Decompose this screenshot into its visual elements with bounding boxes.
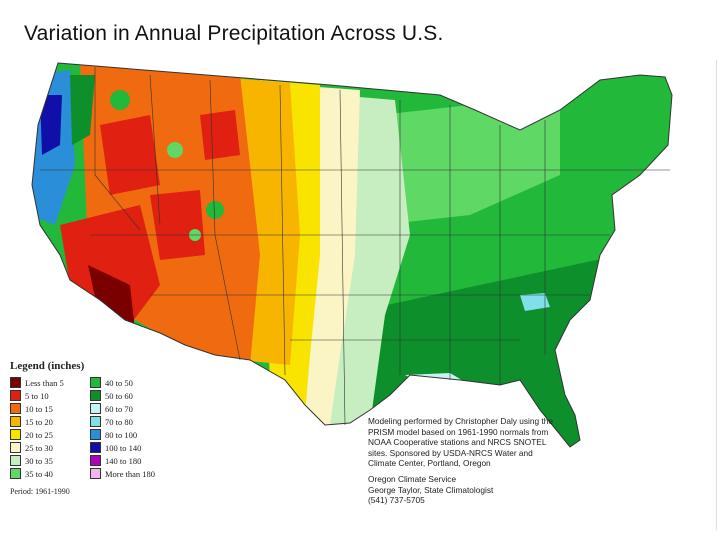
legend-item: 30 to 35	[10, 455, 88, 466]
legend-swatch	[10, 468, 21, 479]
credits-text: Modeling performed by Christopher Daly u…	[368, 416, 553, 469]
legend-swatch	[90, 468, 101, 479]
legend-item: Less than 5	[10, 377, 88, 388]
legend-swatch	[90, 403, 101, 414]
legend-swatch	[90, 455, 101, 466]
state-borders	[40, 67, 670, 426]
legend-swatch	[90, 416, 101, 427]
precipitation-zones	[32, 63, 672, 447]
legend-item: 5 to 10	[10, 390, 88, 401]
credits-phone: (541) 737-5705	[368, 495, 425, 506]
legend-swatch	[90, 390, 101, 401]
legend-period: Period: 1961-1990	[10, 487, 70, 496]
legend-label: Less than 5	[25, 377, 64, 388]
legend-swatch	[10, 403, 21, 414]
legend-item: 40 to 50	[90, 377, 182, 388]
us-outline	[31, 62, 673, 448]
map-title: Variation in Annual Precipitation Across…	[24, 22, 444, 45]
legend-swatch	[10, 377, 21, 388]
legend-item: 60 to 70	[90, 403, 182, 414]
precipitation-map	[31, 62, 673, 448]
legend-label: 80 to 100	[105, 429, 138, 440]
legend-swatch	[90, 442, 101, 453]
legend-item: 140 to 180	[90, 455, 182, 466]
legend-label: 5 to 10	[25, 390, 49, 401]
legend-title: Legend (inches)	[10, 360, 85, 372]
legend-swatch	[10, 416, 21, 427]
legend-swatch	[10, 390, 21, 401]
legend-label: 70 to 80	[105, 416, 133, 427]
legend-items: Less than 5 40 to 50 5 to 10 50 to 60 10 to …	[10, 377, 185, 479]
legend-label: 50 to 60	[105, 390, 133, 401]
legend-item: 50 to 60	[90, 390, 182, 401]
legend-item: 10 to 15	[10, 403, 88, 414]
legend-item: 35 to 40	[10, 468, 88, 479]
credits-block: Modeling performed by Christopher Daly u…	[368, 416, 553, 506]
legend-item: More than 180	[90, 468, 182, 479]
legend-item: 100 to 140	[90, 442, 182, 453]
divider-line	[716, 60, 717, 530]
legend-label: 35 to 40	[25, 468, 53, 479]
legend-item: 70 to 80	[90, 416, 182, 427]
legend-item: 15 to 20	[10, 416, 88, 427]
legend-label: 100 to 140	[105, 442, 142, 453]
legend-label: 60 to 70	[105, 403, 133, 414]
legend-swatch	[90, 429, 101, 440]
legend-label: 40 to 50	[105, 377, 133, 388]
legend-label: 10 to 15	[25, 403, 53, 414]
legend: Legend (inches) Less than 5 40 to 50 5 to …	[10, 360, 185, 496]
legend-swatch	[10, 442, 21, 453]
legend-item: 25 to 30	[10, 442, 88, 453]
legend-swatch	[10, 429, 21, 440]
legend-label: 25 to 30	[25, 442, 53, 453]
legend-item: 20 to 25	[10, 429, 88, 440]
legend-swatch	[90, 377, 101, 388]
legend-label: 15 to 20	[25, 416, 53, 427]
legend-item: 80 to 100	[90, 429, 182, 440]
legend-label: More than 180	[105, 468, 156, 479]
legend-label: 20 to 25	[25, 429, 53, 440]
legend-label: 30 to 35	[25, 455, 53, 466]
credits-org: Oregon Climate Service	[368, 473, 457, 484]
legend-label: 140 to 180	[105, 455, 142, 466]
legend-swatch	[10, 455, 21, 466]
credits-person: George Taylor, State Climatologist	[368, 484, 494, 495]
